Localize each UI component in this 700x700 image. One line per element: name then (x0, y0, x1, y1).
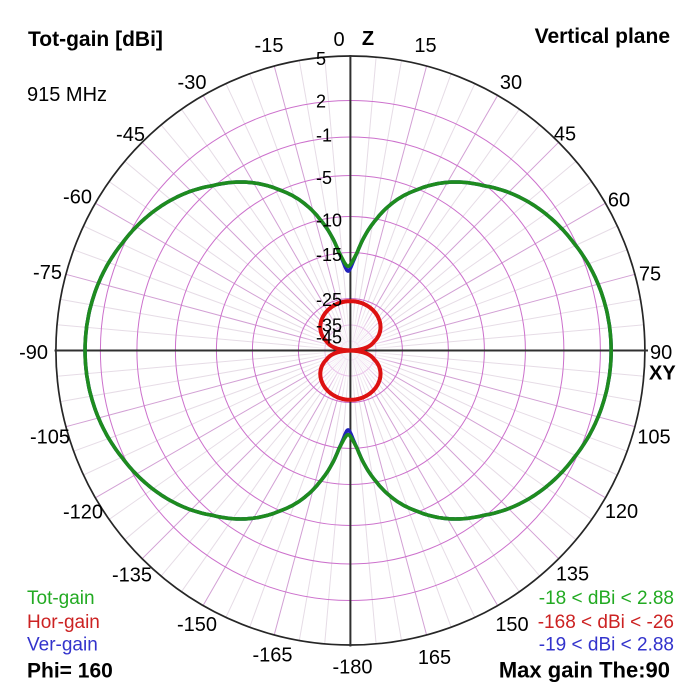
svg-text:15: 15 (414, 35, 436, 57)
svg-text:-135: -135 (112, 565, 152, 587)
svg-text:-60: -60 (63, 187, 92, 209)
svg-text:75: 75 (639, 264, 661, 286)
svg-text:-15: -15 (255, 35, 284, 57)
svg-text:5: 5 (316, 49, 326, 69)
svg-text:-15: -15 (316, 245, 342, 265)
svg-text:Max gain The:90: Max gain The:90 (499, 658, 670, 683)
svg-text:-120: -120 (63, 502, 103, 524)
svg-text:-10: -10 (316, 211, 342, 231)
svg-text:Phi= 160: Phi= 160 (27, 660, 113, 683)
svg-text:-165: -165 (252, 645, 292, 667)
svg-text:2: 2 (316, 92, 326, 112)
svg-text:-25: -25 (316, 290, 342, 310)
svg-text:120: 120 (605, 501, 638, 523)
svg-text:Z: Z (362, 28, 374, 50)
svg-text:Hor-gain: Hor-gain (27, 612, 100, 633)
svg-text:915 MHz: 915 MHz (27, 84, 107, 106)
svg-text:135: 135 (556, 564, 589, 586)
svg-text:30: 30 (500, 72, 522, 94)
svg-text:0: 0 (333, 29, 344, 51)
svg-text:-35: -35 (316, 316, 342, 336)
svg-text:Ver-gain: Ver-gain (27, 635, 98, 656)
svg-text:-5: -5 (316, 168, 332, 188)
svg-text:-150: -150 (177, 614, 217, 636)
svg-text:Vertical plane: Vertical plane (535, 25, 670, 48)
svg-text:Tot-gain: Tot-gain (27, 588, 95, 609)
svg-text:105: 105 (637, 427, 670, 449)
svg-text:-168 < dBi < -26: -168 < dBi < -26 (538, 612, 674, 633)
svg-text:60: 60 (608, 190, 630, 212)
svg-text:Tot-gain [dBi]: Tot-gain [dBi] (28, 28, 163, 51)
svg-text:90: 90 (650, 342, 672, 364)
svg-text:-45: -45 (116, 124, 145, 146)
svg-text:-180: -180 (332, 657, 372, 679)
svg-text:165: 165 (418, 647, 451, 669)
svg-text:150: 150 (495, 614, 528, 636)
svg-text:-45: -45 (316, 328, 342, 348)
svg-text:-18 < dBi < 2.88: -18 < dBi < 2.88 (539, 588, 674, 609)
svg-text:-1: -1 (316, 126, 332, 146)
svg-text:45: 45 (554, 124, 576, 146)
svg-text:-90: -90 (19, 342, 48, 364)
svg-text:-30: -30 (178, 72, 207, 94)
svg-text:-75: -75 (33, 262, 62, 284)
svg-text:-19 < dBi < 2.88: -19 < dBi < 2.88 (539, 635, 674, 656)
svg-text:XY: XY (649, 363, 676, 385)
svg-text:-105: -105 (30, 427, 70, 449)
